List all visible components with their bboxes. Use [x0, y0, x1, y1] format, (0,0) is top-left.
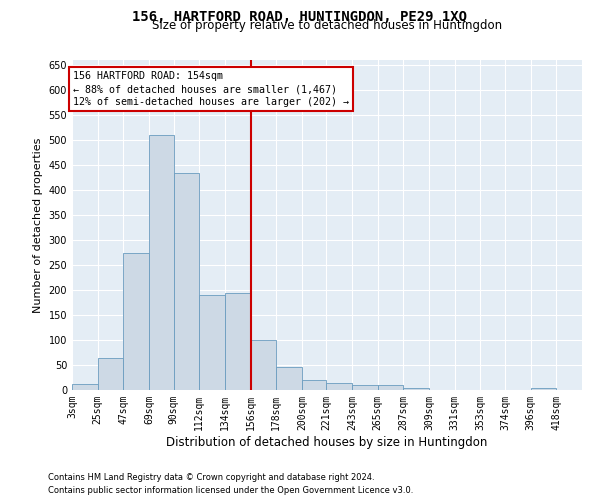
Bar	[173, 172, 199, 390]
Bar	[72, 384, 98, 390]
Text: 156 HARTFORD ROAD: 154sqm
← 88% of detached houses are smaller (1,467)
12% of se: 156 HARTFORD ROAD: 154sqm ← 88% of detac…	[73, 71, 349, 108]
Bar	[403, 388, 429, 390]
Y-axis label: Number of detached properties: Number of detached properties	[33, 138, 43, 312]
Bar	[98, 358, 124, 390]
Bar	[326, 382, 352, 390]
Bar	[530, 388, 556, 390]
Text: Contains HM Land Registry data © Crown copyright and database right 2024.
Contai: Contains HM Land Registry data © Crown c…	[48, 474, 413, 495]
Bar	[149, 135, 173, 390]
X-axis label: Distribution of detached houses by size in Huntingdon: Distribution of detached houses by size …	[166, 436, 488, 448]
Bar	[199, 295, 225, 390]
Bar	[352, 385, 378, 390]
Text: 156, HARTFORD ROAD, HUNTINGDON, PE29 1XQ: 156, HARTFORD ROAD, HUNTINGDON, PE29 1XQ	[133, 10, 467, 24]
Bar	[276, 366, 302, 390]
Bar	[251, 340, 276, 390]
Bar	[302, 380, 326, 390]
Bar	[124, 252, 149, 390]
Bar	[378, 385, 403, 390]
Title: Size of property relative to detached houses in Huntingdon: Size of property relative to detached ho…	[152, 20, 502, 32]
Bar	[225, 292, 251, 390]
